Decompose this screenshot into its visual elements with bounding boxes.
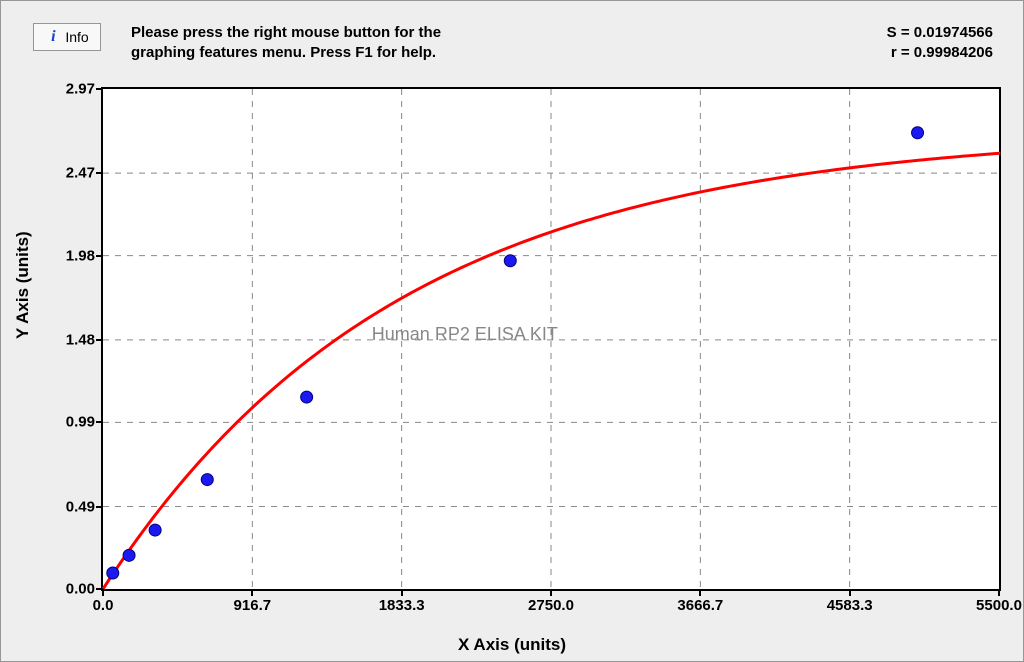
y-tick-mark — [96, 588, 103, 590]
x-tick-label: 3666.7 — [677, 597, 723, 614]
x-tick-mark — [251, 589, 253, 596]
x-tick-mark — [550, 589, 552, 596]
y-tick-mark — [96, 506, 103, 508]
instructions-line1: Please press the right mouse button for … — [131, 24, 441, 41]
y-tick-mark — [96, 339, 103, 341]
top-bar: i Info Please press the right mouse butt… — [1, 1, 1023, 75]
data-point[interactable] — [107, 567, 119, 579]
y-tick-label: 1.48 — [66, 331, 95, 348]
y-tick-label: 2.47 — [66, 165, 95, 182]
data-point[interactable] — [123, 549, 135, 561]
info-button[interactable]: i Info — [33, 23, 101, 51]
data-point[interactable] — [201, 474, 213, 486]
data-point[interactable] — [149, 524, 161, 536]
x-tick-label: 5500.0 — [976, 597, 1022, 614]
stat-s: S = 0.01974566 — [887, 24, 993, 41]
plot-svg — [103, 89, 999, 589]
y-tick-label: 0.99 — [66, 414, 95, 431]
data-point[interactable] — [301, 391, 313, 403]
x-tick-mark — [699, 589, 701, 596]
fit-stats: S = 0.01974566 r = 0.99984206 — [887, 23, 993, 64]
y-tick-mark — [96, 421, 103, 423]
x-tick-label: 0.0 — [93, 597, 114, 614]
plot-area[interactable]: 0.0916.71833.32750.03666.74583.35500.00.… — [101, 87, 1001, 591]
info-icon: i — [45, 29, 61, 45]
x-tick-mark — [849, 589, 851, 596]
instructions-line2: graphing features menu. Press F1 for hel… — [131, 44, 436, 61]
x-axis-title: X Axis (units) — [1, 635, 1023, 655]
x-tick-label: 2750.0 — [528, 597, 574, 614]
y-tick-mark — [96, 255, 103, 257]
x-tick-label: 1833.3 — [379, 597, 425, 614]
app-frame: i Info Please press the right mouse butt… — [0, 0, 1024, 662]
y-tick-mark — [96, 172, 103, 174]
y-tick-mark — [96, 88, 103, 90]
x-tick-mark — [401, 589, 403, 596]
y-tick-label: 2.97 — [66, 81, 95, 98]
info-button-label: Info — [65, 29, 88, 45]
data-point[interactable] — [912, 127, 924, 139]
y-tick-label: 1.98 — [66, 247, 95, 264]
x-tick-label: 4583.3 — [827, 597, 873, 614]
x-tick-mark — [998, 589, 1000, 596]
x-tick-label: 916.7 — [234, 597, 272, 614]
y-axis-title: Y Axis (units) — [13, 231, 33, 339]
y-tick-label: 0.49 — [66, 498, 95, 515]
data-point[interactable] — [504, 255, 516, 267]
instructions-text: Please press the right mouse button for … — [131, 23, 561, 64]
x-tick-mark — [102, 589, 104, 596]
y-tick-label: 0.00 — [66, 581, 95, 598]
stat-r: r = 0.99984206 — [891, 44, 993, 61]
